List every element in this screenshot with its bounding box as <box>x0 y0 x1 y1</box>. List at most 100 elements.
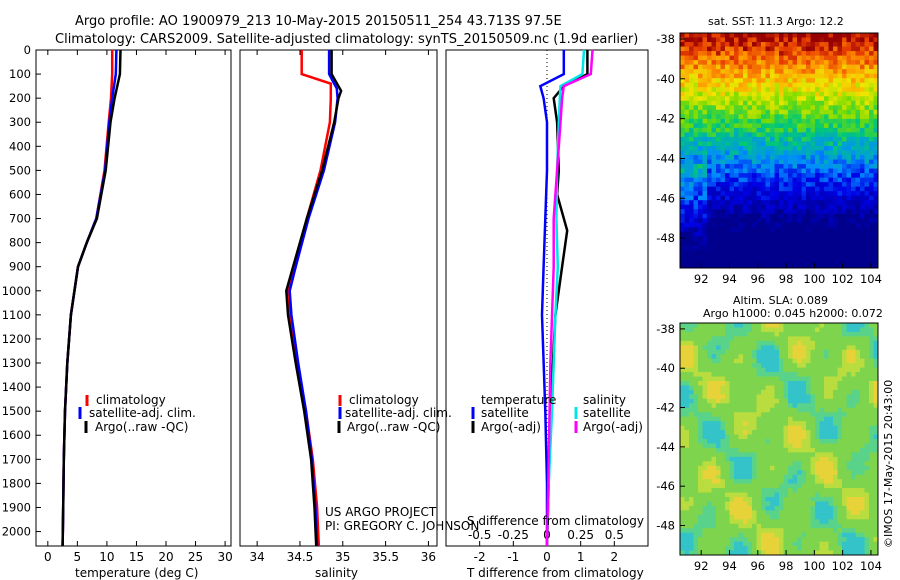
heatmap-cell <box>788 407 793 413</box>
heatmap-cell <box>770 367 775 373</box>
heatmap-cell <box>743 412 748 418</box>
heatmap-cell <box>833 323 838 328</box>
heatmap-cell <box>801 136 807 142</box>
heatmap-cell <box>864 439 870 444</box>
heatmap-cell <box>698 434 703 440</box>
heatmap-cell <box>711 541 717 547</box>
heatmap-cell <box>752 345 757 351</box>
heatmap-cell <box>833 541 838 547</box>
heatmap-cell <box>846 87 852 93</box>
heatmap-cell <box>698 447 703 453</box>
heatmap-cell <box>720 501 726 507</box>
heatmap-cell <box>783 452 789 458</box>
legend-label-argo: Argo(..raw -QC) <box>95 420 188 434</box>
heatmap-cell <box>869 367 874 373</box>
heatmap-cell <box>734 60 739 66</box>
heatmap-cell <box>783 69 789 75</box>
heatmap-cell <box>693 497 699 502</box>
heatmap-cell <box>869 263 874 269</box>
heatmap-cell <box>833 46 838 52</box>
heatmap-cell <box>761 345 766 351</box>
heatmap-cell <box>743 118 748 124</box>
heatmap-cell <box>842 159 847 165</box>
heatmap-cell <box>770 327 775 333</box>
heatmap-cell <box>716 501 721 507</box>
heatmap-cell <box>815 132 820 138</box>
heatmap-cell <box>824 177 829 183</box>
heatmap-cell <box>801 177 807 183</box>
heatmap-cell <box>828 69 834 75</box>
heatmap-cell <box>774 421 780 427</box>
heatmap-cell <box>842 327 847 333</box>
heatmap-cell <box>819 479 825 485</box>
heatmap-cell <box>837 439 843 444</box>
heatmap-cell <box>716 407 721 413</box>
heatmap-cell <box>783 227 789 233</box>
heatmap-cell <box>765 416 771 422</box>
heatmap-cell <box>774 136 780 142</box>
heatmap-cell <box>684 421 690 427</box>
heatmap-cell <box>779 164 784 169</box>
heatmap-cell <box>720 141 726 147</box>
heatmap-cell <box>689 398 694 404</box>
heatmap-cell <box>779 389 784 395</box>
heatmap-cell <box>752 407 757 413</box>
heatmap-cell <box>756 263 762 269</box>
heatmap-cell <box>810 168 816 174</box>
heatmap-cell <box>684 492 690 498</box>
heatmap-cell <box>725 519 730 525</box>
heatmap-cell <box>734 33 739 38</box>
heatmap-cell <box>869 354 874 360</box>
heatmap-cell <box>801 33 807 38</box>
heatmap-cell <box>801 492 807 498</box>
heatmap-cell <box>869 434 874 440</box>
heatmap-cell <box>815 173 820 179</box>
heatmap-cell <box>860 514 865 520</box>
heatmap-cell <box>689 528 694 534</box>
heatmap-cell <box>729 340 735 346</box>
heatmap-cell <box>806 537 811 543</box>
heatmap-cell <box>761 523 766 529</box>
heatmap-cell <box>779 87 784 93</box>
heatmap-cell <box>797 340 802 346</box>
heatmap-cell <box>828 336 834 342</box>
heatmap-cell <box>693 550 699 556</box>
heatmap-cell <box>680 236 685 242</box>
heatmap-cell <box>819 541 825 547</box>
heatmap-cell <box>774 546 780 551</box>
heatmap-cell <box>734 191 739 197</box>
heatmap-cell <box>869 186 874 192</box>
heatmap-cell <box>797 546 802 551</box>
heatmap-cell <box>860 447 865 453</box>
heatmap-cell <box>761 510 766 516</box>
heatmap-cell <box>729 523 735 529</box>
heatmap-cell <box>729 546 735 551</box>
heatmap-cell <box>828 136 834 142</box>
heatmap-cell <box>747 514 753 520</box>
heatmap-cell <box>779 245 784 251</box>
heatmap-cell <box>779 381 784 386</box>
heatmap-cell <box>779 155 784 160</box>
heatmap-cell <box>801 528 807 534</box>
heatmap-cell <box>702 345 708 351</box>
heatmap-cell <box>680 501 685 507</box>
heatmap-cell <box>797 474 802 480</box>
heatmap-cell <box>689 546 694 551</box>
heatmap-cell <box>801 168 807 174</box>
heatmap-cell <box>756 434 762 440</box>
heatmap-cell <box>711 461 717 467</box>
heatmap-cell <box>860 510 865 516</box>
heatmap-cell <box>869 403 874 409</box>
heatmap-cell <box>779 336 784 342</box>
heatmap-cell <box>819 182 825 188</box>
heatmap-cell <box>770 331 775 337</box>
heatmap-cell <box>756 173 762 179</box>
heatmap-cell <box>729 407 735 413</box>
heatmap-cell <box>720 168 726 174</box>
heatmap-cell <box>801 323 807 328</box>
heatmap-cell <box>783 64 789 70</box>
heatmap-cell <box>855 127 861 133</box>
heatmap-cell <box>828 381 834 386</box>
heatmap-cell <box>819 258 825 264</box>
heatmap-cell <box>792 254 798 260</box>
